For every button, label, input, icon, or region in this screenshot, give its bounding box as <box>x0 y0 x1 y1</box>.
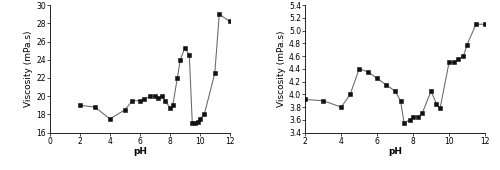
X-axis label: pH: pH <box>388 147 402 156</box>
X-axis label: pH: pH <box>133 147 147 156</box>
Y-axis label: Viscosity (mPa.s): Viscosity (mPa.s) <box>277 31 286 107</box>
Y-axis label: Viscosity (mPa.s): Viscosity (mPa.s) <box>24 31 34 107</box>
